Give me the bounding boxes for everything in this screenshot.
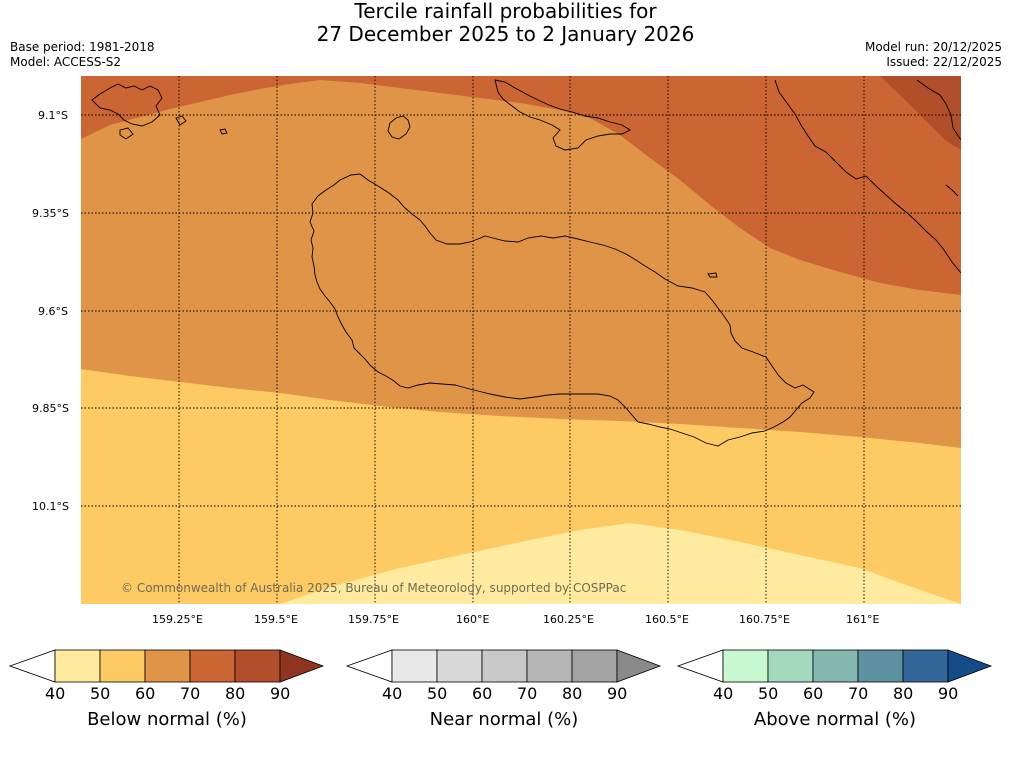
colorbar-below-arrow-low	[9, 649, 56, 683]
coast-russell-islands	[91, 83, 163, 127]
colorbar-near-tick-50: 50	[427, 684, 448, 703]
colorbar-above-50	[722, 649, 769, 683]
colorbar-above-normal	[677, 649, 993, 683]
lon-label-160: 160°E	[456, 613, 490, 626]
lon-label-160-25: 160.25°E	[543, 613, 594, 626]
colorbar-above-tick-40: 40	[713, 684, 734, 703]
colorbar-above-tick-90: 90	[938, 684, 959, 703]
colorbar-near-tick-60: 60	[472, 684, 493, 703]
colorbar-near-90	[571, 649, 618, 683]
coast-florida-islands	[494, 79, 631, 151]
colorbar-above-arrow-high	[947, 649, 993, 683]
coastlines	[91, 79, 961, 447]
colorbar-below-50	[54, 649, 101, 683]
colorbar-below-90	[234, 649, 281, 683]
base-period: Base period: 1981-2018	[10, 40, 155, 54]
colorbar-below-60	[99, 649, 146, 683]
colorbar-near-normal	[346, 649, 662, 683]
model-run: Model run: 20/12/2025	[864, 40, 1002, 54]
coast-savo-island	[387, 115, 411, 140]
lat-label-10-1: 10.1°S	[32, 500, 69, 513]
colorbar-above-arrow-low	[677, 649, 724, 683]
gridlines	[81, 76, 961, 604]
title-line-2: 27 December 2025 to 2 January 2026	[316, 22, 695, 46]
model-name: Model: ACCESS-S2	[10, 55, 122, 69]
lon-label-160-5: 160.5°E	[645, 613, 689, 626]
colorbar-above-70	[812, 649, 859, 683]
colorbar-below-tick-70: 70	[180, 684, 201, 703]
colorbar-near-70	[481, 649, 528, 683]
lon-label-160-75: 160.75°E	[739, 613, 790, 626]
colorbar-near-tick-40: 40	[382, 684, 403, 703]
colorbar-below-title: Below normal (%)	[87, 709, 247, 730]
colorbar-near-tick-70: 70	[517, 684, 538, 703]
lon-label-159-25: 159.25°E	[152, 613, 203, 626]
colorbar-below-80	[189, 649, 236, 683]
colorbar-above-tick-80: 80	[893, 684, 914, 703]
lon-label-159-5: 159.5°E	[254, 613, 298, 626]
lon-label-159-75: 159.75°E	[348, 613, 399, 626]
lon-label-161: 161°E	[846, 613, 880, 626]
coast-malaita	[774, 79, 961, 274]
colorbar-near-arrow-high	[616, 649, 662, 683]
colorbar-near-tick-90: 90	[607, 684, 628, 703]
colorbar-near-80	[526, 649, 573, 683]
colorbar-above-tick-70: 70	[848, 684, 869, 703]
colorbar-above-tick-50: 50	[758, 684, 779, 703]
colorbar-above-90	[902, 649, 949, 683]
colorbar-near-arrow-low	[346, 649, 393, 683]
colorbar-above-80	[857, 649, 904, 683]
lat-label-9-35: 9.35°S	[32, 207, 69, 220]
colorbar-below-tick-50: 50	[90, 684, 111, 703]
lat-label-9-1: 9.1°S	[38, 109, 68, 122]
colorbar-near-50	[391, 649, 438, 683]
lat-label-9-85: 9.85°S	[32, 402, 69, 415]
colorbar-below-tick-60: 60	[135, 684, 156, 703]
coast-malaita-north	[916, 79, 961, 197]
colorbar-above-title: Above normal (%)	[753, 709, 917, 730]
colorbar-above-60	[767, 649, 814, 683]
coast-small-islands	[119, 115, 718, 278]
title-line-1: Tercile rainfall probabilities for	[354, 0, 657, 23]
colorbar-above-tick-60: 60	[803, 684, 824, 703]
colorbar-below-tick-40: 40	[45, 684, 66, 703]
colorbar-below-tick-80: 80	[225, 684, 246, 703]
region-below-70-80	[81, 76, 961, 295]
issued-date: Issued: 22/12/2025	[886, 55, 1002, 69]
coast-guadalcanal	[309, 173, 815, 447]
lat-label-9-6: 9.6°S	[38, 305, 68, 318]
colorbar-near-title: Near normal (%)	[429, 709, 579, 730]
colorbar-below-normal	[9, 649, 325, 683]
region-below-80-90	[880, 76, 961, 150]
colorbar-near-tick-80: 80	[562, 684, 583, 703]
colorbar-below-tick-90: 90	[270, 684, 291, 703]
colorbar-near-60	[436, 649, 483, 683]
colorbar-below-70	[144, 649, 191, 683]
colorbar-below-arrow-high	[279, 649, 325, 683]
copyright-text: © Commonwealth of Australia 2025, Bureau…	[121, 581, 626, 595]
